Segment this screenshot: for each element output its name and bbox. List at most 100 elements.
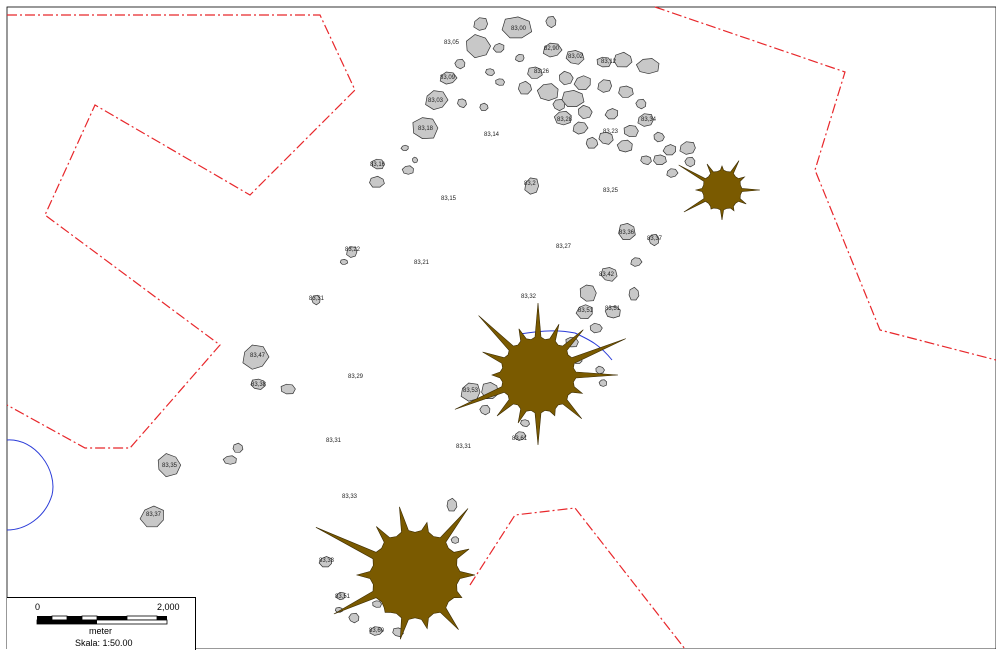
stone-41 (653, 154, 667, 165)
stone-77 (598, 379, 608, 387)
stone-38 (653, 131, 665, 143)
elevation-label: 83,51 (578, 308, 594, 314)
elevation-label: 83,28 (557, 117, 573, 123)
stone-69 (139, 505, 164, 528)
elevation-labels: 83,00 83,05 82,90 83,02 83,12 83,09 83,26 83,03… (146, 26, 663, 634)
stone-58 (589, 322, 603, 334)
stone-26 (479, 102, 489, 111)
stone-2 (545, 16, 557, 29)
boundary-right (654, 6, 996, 361)
elevation-label: 83,27 (556, 244, 572, 250)
elevation-label: 83,42 (599, 272, 615, 278)
stone-6 (613, 51, 633, 68)
elevation-label: 83,22 (345, 247, 361, 253)
stone-9 (492, 43, 505, 53)
elevation-label: 83,03 (428, 98, 444, 104)
elevation-label: 83,12 (601, 59, 617, 65)
stone-25 (412, 117, 439, 139)
stone-45 (371, 158, 385, 170)
tree-root-middle (454, 302, 626, 446)
elevation-label: 83,05 (444, 40, 460, 46)
stone-57 (604, 305, 621, 319)
elevation-label: 83,35 (162, 463, 178, 469)
elevation-label: 82,90 (544, 46, 560, 52)
elevation-label: 83,16 (370, 162, 386, 168)
stone-33 (572, 121, 589, 135)
stone-5 (596, 56, 612, 68)
elevation-label: 83,33 (319, 558, 335, 564)
stone-37 (616, 139, 633, 153)
stone-67 (222, 455, 237, 465)
elevation-label: 83,36 (619, 230, 635, 236)
stone-80 (336, 592, 346, 601)
stone-31 (561, 90, 585, 107)
stone-44 (640, 155, 652, 165)
stone-36 (585, 136, 599, 149)
stone-39 (662, 144, 677, 156)
elevation-label: 83,29 (348, 374, 364, 380)
stone-62 (311, 294, 321, 306)
stone-40 (679, 141, 696, 155)
pond-outline (6, 439, 54, 531)
elevation-label: 83,37 (146, 512, 162, 518)
elevation-label: 83,02 (568, 54, 584, 60)
tree-root-lower (315, 506, 476, 640)
stone-21 (618, 85, 634, 98)
elevation-label: 83,38 (251, 382, 267, 388)
stone-48 (412, 156, 419, 164)
stone-55 (579, 284, 597, 302)
elevation-label: 83,15 (441, 196, 457, 202)
scale-bar: 0 2,000 meter Skala: 1:50.00 (7, 597, 196, 650)
stone-52 (648, 234, 660, 247)
map-frame (6, 6, 996, 649)
scale-max-label: 2,000 (157, 602, 180, 612)
stone-18 (559, 70, 574, 86)
stone-72 (479, 404, 491, 416)
stone-49 (400, 144, 409, 151)
stone-12 (454, 58, 466, 70)
stone-65 (280, 383, 296, 395)
stone-17 (536, 83, 559, 101)
stone-11 (527, 66, 543, 79)
stone-7 (635, 58, 660, 75)
elevation-label: 83,09 (440, 75, 456, 81)
stone-16 (518, 80, 532, 95)
stone-10 (515, 54, 525, 63)
elevation-label: 83,51 (605, 306, 621, 312)
scale-min-label: 0 (35, 602, 41, 612)
stone-53 (630, 257, 643, 267)
stone-19 (573, 75, 591, 90)
elevation-label: 83,18 (418, 126, 434, 132)
elevation-label: 83,31 (309, 296, 325, 302)
elevation-label: 83,31 (456, 444, 472, 450)
stone-79 (318, 556, 333, 568)
stone-86 (446, 497, 458, 512)
stone-43 (666, 168, 679, 178)
stones-layer (139, 16, 696, 637)
stone-0 (473, 17, 488, 31)
stone-27 (553, 110, 572, 126)
elevation-label: 83,47 (250, 353, 266, 359)
elevation-label: 83,51 (335, 594, 351, 600)
boundary-left (6, 14, 356, 449)
stone-54 (600, 267, 618, 282)
stone-13 (439, 71, 458, 85)
stone-42 (684, 156, 696, 168)
stone-29 (604, 108, 619, 120)
stone-23 (425, 90, 449, 110)
stone-83 (369, 626, 384, 636)
stone-50 (524, 177, 539, 195)
elevation-label: 83,25 (603, 188, 619, 194)
elevation-label: 83,00 (511, 26, 527, 32)
scale-ratio-label: Skala: 1:50.00 (75, 638, 133, 648)
stone-68 (157, 453, 182, 478)
tree-root-upper-right (678, 160, 761, 221)
excavation-boundary (6, 6, 996, 649)
stone-14 (485, 68, 495, 77)
scale-unit-label: meter (89, 626, 113, 636)
elevation-label: 83,37 (647, 236, 663, 242)
stone-59 (575, 304, 593, 319)
elevation-label: 83,23 (603, 129, 619, 135)
stone-85 (372, 600, 383, 608)
